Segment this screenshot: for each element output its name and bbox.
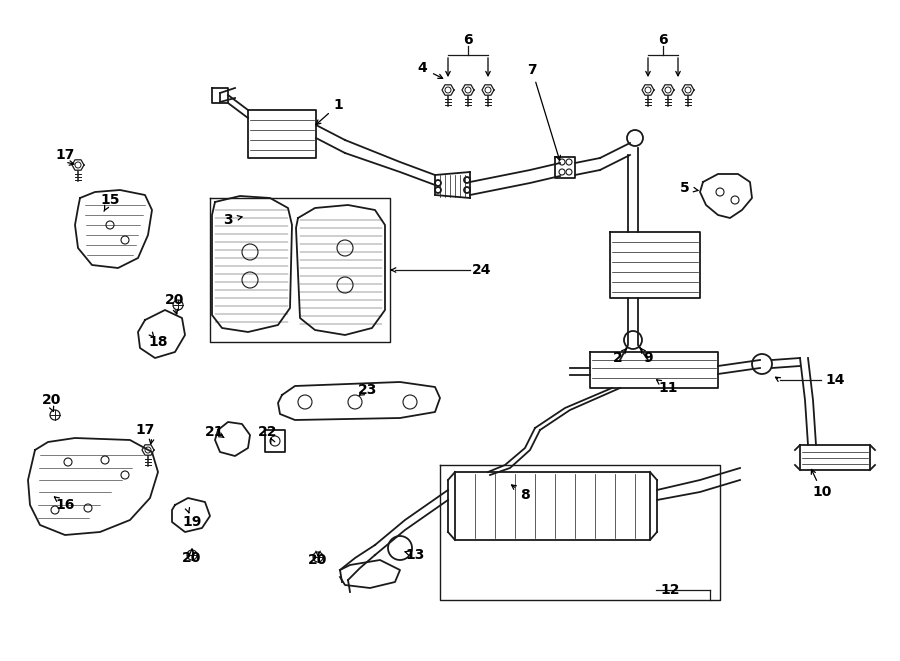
Text: 10: 10 (813, 485, 832, 499)
Text: 22: 22 (258, 425, 278, 439)
Text: 21: 21 (205, 425, 225, 439)
Text: 23: 23 (358, 383, 378, 397)
Text: 7: 7 (527, 63, 536, 77)
Text: 17: 17 (135, 423, 155, 437)
Text: 12: 12 (660, 583, 680, 597)
Text: 17: 17 (55, 148, 75, 162)
Text: 6: 6 (464, 33, 472, 47)
Text: 6: 6 (658, 33, 668, 47)
Text: 14: 14 (825, 373, 844, 387)
Text: 20: 20 (166, 293, 184, 307)
Text: 20: 20 (309, 553, 328, 567)
Text: 16: 16 (55, 498, 75, 512)
Text: 8: 8 (520, 488, 530, 502)
Text: 20: 20 (183, 551, 202, 565)
Text: 4: 4 (417, 61, 427, 75)
Text: 3: 3 (223, 213, 233, 227)
Text: 24: 24 (472, 263, 491, 277)
Text: 11: 11 (658, 381, 678, 395)
Text: 13: 13 (405, 548, 425, 562)
Text: 18: 18 (148, 335, 167, 349)
Text: 2: 2 (613, 351, 623, 365)
Text: 5: 5 (680, 181, 690, 195)
Text: 1: 1 (333, 98, 343, 112)
Text: 19: 19 (183, 515, 202, 529)
Text: 15: 15 (100, 193, 120, 207)
Text: 20: 20 (42, 393, 62, 407)
Text: 9: 9 (644, 351, 652, 365)
